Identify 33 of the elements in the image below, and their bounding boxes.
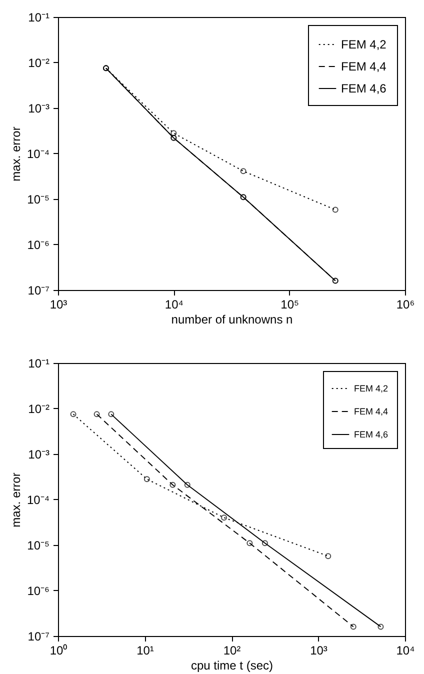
y-tick-label: 10⁻⁵ (27, 538, 50, 552)
y-tick-label: 10⁻³ (28, 448, 50, 462)
legend-label: FEM 4,2 (341, 38, 387, 52)
y-tick-label: 10⁻⁵ (27, 192, 50, 206)
x-tick-label: 10⁰ (50, 644, 68, 658)
y-tick-label: 10⁻¹ (28, 10, 50, 24)
y-axis-title: max. error (8, 472, 23, 528)
y-axis-title: max. error (8, 126, 23, 182)
legend-label: FEM 4,4 (341, 60, 387, 74)
y-tick-label: 10⁻⁶ (27, 584, 50, 598)
x-tick-label: 10² (223, 644, 241, 658)
x-axis-title: number of unknowns n (171, 312, 293, 326)
y-tick-label: 10⁻⁴ (26, 147, 50, 161)
legend-label: FEM 4,6 (354, 430, 388, 440)
x-tick-label: 10⁶ (396, 298, 415, 312)
x-tick-label: 10³ (310, 644, 328, 658)
x-tick-label: 10³ (50, 298, 68, 312)
x-axis-title: cpu time t (sec) (190, 658, 274, 672)
y-tick-label: 10⁻² (28, 56, 50, 70)
legend-label: FEM 4,2 (354, 384, 388, 394)
y-tick-label: 10⁻⁴ (26, 493, 50, 507)
y-tick-label: 10⁻⁷ (28, 284, 50, 298)
legend-label: FEM 4,4 (354, 406, 388, 416)
x-tick-label: 10⁴ (396, 644, 415, 658)
y-tick-label: 10⁻⁶ (27, 238, 50, 252)
y-tick-label: 10⁻³ (28, 102, 50, 116)
legend-label: FEM 4,6 (341, 82, 387, 96)
x-tick-label: 10⁵ (280, 298, 300, 312)
x-tick-label: 10⁴ (164, 298, 184, 312)
y-tick-label: 10⁻² (28, 402, 50, 416)
y-tick-label: 10⁻¹ (28, 356, 50, 370)
x-tick-label: 10¹ (136, 644, 154, 658)
y-tick-label: 10⁻⁷ (28, 630, 50, 644)
